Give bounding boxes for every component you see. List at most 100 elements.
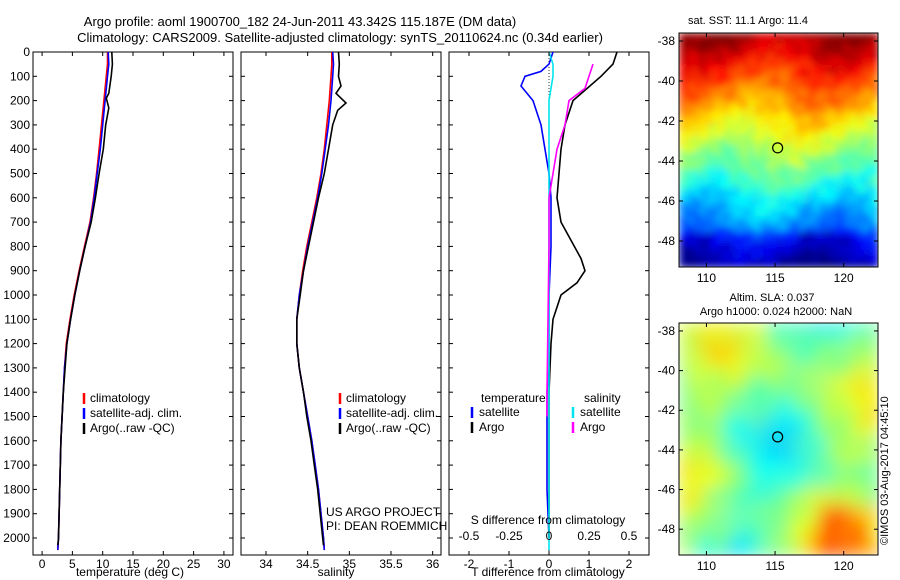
temperature-y-tick-label-17: 1700 <box>3 458 30 472</box>
salinity-panel: 34 34.5 35 35.5 36 climatologysatellite-adj.… <box>240 51 447 579</box>
sla-map-ticks: 110 115 120 -38 -40 -42 -44 -46 -48 <box>658 323 878 573</box>
sst-map-title: sat. SST: 11.1 Argo: 11.4 <box>688 15 808 27</box>
diff-legend-label-0-1: Argo <box>479 420 505 434</box>
difference-panel: -2 -1 0 1 2-0.5 -0.25 0 0.25 0.5 temperaturesate… <box>448 51 650 579</box>
s-diff-tick-label-2: 0 <box>546 529 553 543</box>
sla_map-x-tick-label-0: 110 <box>697 559 716 573</box>
diff-legend-group-title-0: temperature <box>481 391 546 405</box>
difference-lines <box>520 52 618 551</box>
salinity-x-tick-label-0: 34 <box>259 557 273 571</box>
temperature-x-tick-label-6: 30 <box>217 557 231 571</box>
temperature-y-tick-label-20: 2000 <box>3 531 30 545</box>
temperature-y-tick-label-18: 1800 <box>3 482 30 496</box>
salinity-series-line-1 <box>295 52 335 551</box>
sst-map-image <box>679 33 878 267</box>
sst_map-x-tick-label-0: 110 <box>697 271 716 285</box>
project-annotation-line2: PI: DEAN ROEMMICH <box>326 519 447 533</box>
temperature-lines <box>57 52 114 551</box>
temperature-x-tick-label-5: 25 <box>187 557 201 571</box>
difference-series-line-2 <box>548 52 554 551</box>
project-annotation-line1: US ARGO PROJECT <box>326 505 441 519</box>
temperature-legend-label-2: Argo(..raw -QC) <box>90 421 175 435</box>
temperature-y-tick-label-5: 500 <box>10 166 30 180</box>
sla_map-y-tick-label-5: -48 <box>658 522 676 536</box>
salinity-x-label: salinity <box>318 565 355 579</box>
sla-map-subtitle: Argo h1000: 0.024 h2000: NaN <box>700 306 852 318</box>
temperature-x-tick-label-3: 15 <box>126 557 140 571</box>
imos-credit: ©IMOS 03-Aug-2017 04:45:10 <box>879 396 891 545</box>
sst_map-y-tick-label-4: -46 <box>658 194 676 208</box>
temperature-x-tick-label-1: 5 <box>69 557 76 571</box>
sst_map-y-tick-label-0: -38 <box>658 34 676 48</box>
temperature-legend-label-0: climatology <box>90 391 150 405</box>
sla_map-x-tick-label-2: 120 <box>834 559 854 573</box>
figure-title-line1: Argo profile: aoml 1900700_182 24-Jun-20… <box>84 14 516 29</box>
sst-map-ticks: 110 115 120 -38 -40 -42 -44 -46 -48 <box>658 33 878 285</box>
salinity-ticks: 34 34.5 35 35.5 36 <box>241 51 441 571</box>
sla_map-y-tick-label-3: -44 <box>658 443 676 457</box>
t-difference-label: T difference from climatology <box>471 565 625 579</box>
salinity-series-line-2 <box>295 52 348 546</box>
temperature-y-tick-label-8: 800 <box>10 239 30 253</box>
temperature-x-tick-label-4: 20 <box>157 557 171 571</box>
diff-legend-label-1-0: satellite <box>580 405 621 419</box>
difference-ticks: -2 -1 0 1 2 -0.5 -0.25 0 0.25 0.5 <box>449 51 649 571</box>
s-diff-tick-label-1: -0.25 <box>495 529 523 543</box>
s-diff-tick-label-0: -0.5 <box>459 529 480 543</box>
salinity-x-tick-label-1: 34.5 <box>296 557 320 571</box>
difference-legend: temperaturesatelliteArgosalinitysatellit… <box>470 391 621 434</box>
temperature-x-tick-label-2: 10 <box>96 557 110 571</box>
temperature-y-tick-label-13: 1300 <box>3 361 30 375</box>
difference-x-tick-label-4: 2 <box>626 557 633 571</box>
temperature-y-tick-label-4: 400 <box>10 142 30 156</box>
temperature-y-tick-label-7: 700 <box>10 215 30 229</box>
temperature-y-tick-label-0: 0 <box>23 45 30 59</box>
temperature-x-label: temperature (deg C) <box>76 565 184 579</box>
sst-map-frame <box>678 32 879 268</box>
sla-map-panel: Altim. SLA: 0.037 Argo h1000: 0.024 h200… <box>658 292 879 573</box>
salinity-legend-label-1: satellite-adj. clim. <box>346 406 438 420</box>
sst_map-x-tick-label-2: 120 <box>834 271 854 285</box>
temperature-series-line-2 <box>57 52 114 546</box>
sla-argo-position-marker <box>772 431 784 443</box>
s-diff-tick-label-3: 0.25 <box>577 529 601 543</box>
sla_map-y-tick-label-1: -40 <box>658 364 676 378</box>
temperature-legend-label-1: satellite-adj. clim. <box>90 406 182 420</box>
difference-x-tick-label-3: 1 <box>586 557 593 571</box>
sst_map-y-tick-label-3: -44 <box>658 154 676 168</box>
temperature-y-tick-label-11: 1100 <box>4 312 30 326</box>
sla_map-y-tick-label-4: -46 <box>658 483 676 497</box>
salinity-x-tick-label-4: 36 <box>426 557 440 571</box>
salinity-lines <box>295 52 348 551</box>
temperature-y-tick-label-15: 1500 <box>3 409 30 423</box>
sla-map-frame <box>678 322 879 556</box>
figure-title-line2: Climatology: CARS2009. Satellite-adjuste… <box>77 30 603 45</box>
difference-x-tick-label-1: -1 <box>504 557 515 571</box>
salinity-legend-label-0: climatology <box>346 391 406 405</box>
salinity-x-tick-label-2: 35 <box>343 557 357 571</box>
temperature-y-tick-label-2: 200 <box>10 94 30 108</box>
difference-series-line-1 <box>548 52 618 538</box>
sla-map-title: Altim. SLA: 0.037 <box>730 292 815 304</box>
temperature-axes-frame <box>32 51 234 556</box>
difference-series-line-3 <box>546 63 594 417</box>
diff-legend-label-1-1: Argo <box>580 420 606 434</box>
diff-legend-group-title-1: salinity <box>584 391 621 405</box>
sst_map-y-tick-label-5: -48 <box>658 234 676 248</box>
sla_map-x-tick-label-1: 115 <box>765 559 784 573</box>
salinity-x-tick-label-3: 35.5 <box>379 557 403 571</box>
temperature-y-tick-label-9: 900 <box>10 264 30 278</box>
temperature-y-tick-label-1: 100 <box>10 69 30 83</box>
sla_map-y-tick-label-2: -42 <box>658 403 676 417</box>
temperature-y-tick-label-16: 1600 <box>3 434 30 448</box>
sla-map-image <box>679 323 878 555</box>
sla_map-y-tick-label-0: -38 <box>658 324 676 338</box>
sst_map-y-tick-label-1: -40 <box>658 74 676 88</box>
temperature-y-tick-label-14: 1400 <box>3 385 30 399</box>
temperature-y-tick-label-12: 1200 <box>3 337 30 351</box>
temperature-panel: 0 5 10 15 20 25 300100200300400500600700800900… <box>3 45 234 579</box>
salinity-axes-frame <box>240 51 442 556</box>
